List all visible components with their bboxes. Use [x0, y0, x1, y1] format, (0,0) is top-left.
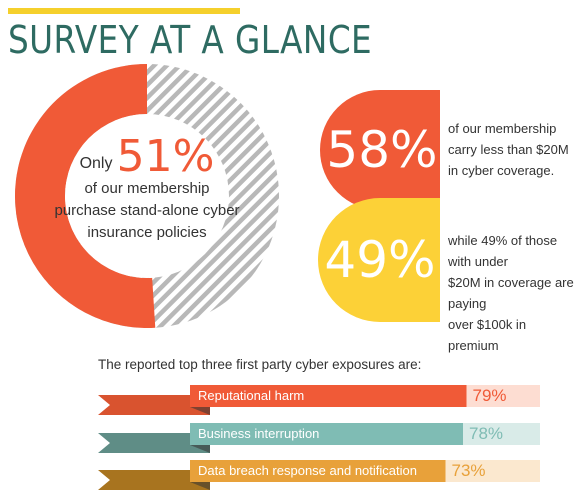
stat-58-value: 58% — [326, 121, 438, 179]
bar-0 — [190, 385, 467, 407]
page-title: SURVEY AT A GLANCE — [8, 18, 373, 62]
bar-value-label-0: 79% — [472, 386, 507, 405]
bar-value-label-2: 73% — [451, 461, 486, 480]
donut-desc-line-3: insurance policies — [87, 224, 207, 241]
bar-ribbon-0 — [98, 395, 210, 415]
stat-58-description: of our membership carry less than $20M i… — [448, 118, 580, 181]
bar-value-label-1: 78% — [469, 424, 504, 443]
stat-58-desc-line-1: of our membership — [448, 121, 557, 136]
stat-49-desc-line-2: $20M in coverage are paying — [448, 275, 574, 311]
stat-49-description: while 49% of those with under $20M in co… — [448, 230, 578, 356]
donut-label: Only 51% of our membership purchase stan… — [52, 135, 242, 244]
stat-49-shape — [318, 198, 440, 322]
title-accent-bar — [8, 8, 240, 14]
bar-label-2: Data breach response and notification — [198, 463, 417, 478]
exposures-heading: The reported top three first party cyber… — [98, 357, 422, 372]
donut-hole — [65, 114, 229, 278]
stat-58-desc-line-2: carry less than $20M — [448, 142, 569, 157]
donut-desc-line-2: purchase stand-alone cyber — [54, 202, 240, 219]
bar-ribbon-fold-2 — [190, 482, 210, 490]
stat-49-value: 49% — [324, 231, 436, 289]
bar-ribbon-fold-0 — [190, 407, 210, 415]
bar-2 — [190, 460, 446, 482]
stat-58-shape — [320, 90, 440, 210]
stat-58-desc-line-3: in cyber coverage. — [448, 163, 555, 178]
bar-ribbon-fold-1 — [190, 445, 210, 453]
stat-49-desc-line-3: over $100k in premium — [448, 317, 527, 353]
stat-49-desc-line-1: while 49% of those with under — [448, 233, 558, 269]
bar-label-0: Reputational harm — [198, 388, 305, 403]
donut-desc-line-1: of our membership — [84, 180, 210, 197]
donut-filled-arc — [15, 64, 156, 328]
bar-ribbon-2 — [98, 470, 210, 490]
bar-ribbon-1 — [98, 433, 210, 453]
donut-percent: 51% — [116, 131, 215, 182]
bar-label-1: Business interruption — [198, 426, 320, 441]
donut-only-label: Only — [79, 155, 113, 172]
bar-1 — [190, 423, 463, 445]
